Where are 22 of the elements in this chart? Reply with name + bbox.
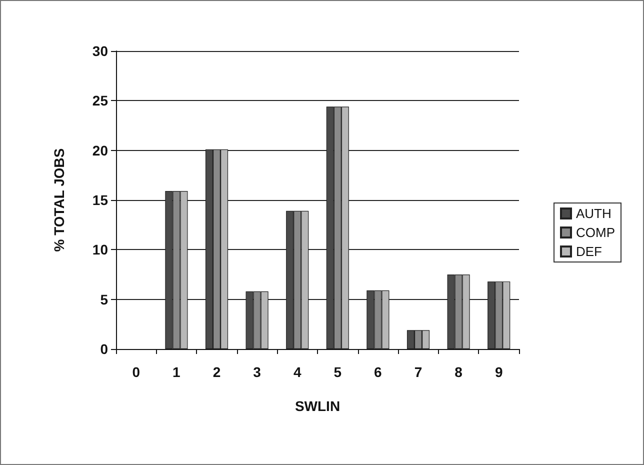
legend-label: DEF <box>576 244 602 259</box>
x-tick-label: 2 <box>212 364 221 380</box>
x-tick-label: 9 <box>494 364 503 380</box>
y-tick-label: 20 <box>92 142 108 158</box>
x-tick-label: 8 <box>454 364 463 380</box>
x-tick-label: 3 <box>253 364 262 380</box>
x-tick-label: 7 <box>414 364 422 380</box>
x-tick-label: 5 <box>334 364 342 380</box>
y-tick-label: 10 <box>92 242 108 258</box>
x-tick-label: 4 <box>293 364 302 380</box>
y-tick-label: 0 <box>100 341 108 357</box>
legend-label: AUTH <box>576 206 612 221</box>
y-axis-title: % TOTAL JOBS <box>51 148 67 252</box>
y-tick-label: 5 <box>100 291 108 308</box>
x-axis-title: SWLIN <box>294 398 340 414</box>
y-tick-label: 15 <box>92 192 108 208</box>
x-tick-label: 6 <box>374 364 382 380</box>
x-tick-label: 1 <box>172 364 181 380</box>
y-tick-label: 30 <box>92 43 108 59</box>
x-tick-label: 0 <box>132 364 140 380</box>
y-tick-label: 25 <box>92 92 108 109</box>
legend-label: COMP <box>576 225 615 240</box>
